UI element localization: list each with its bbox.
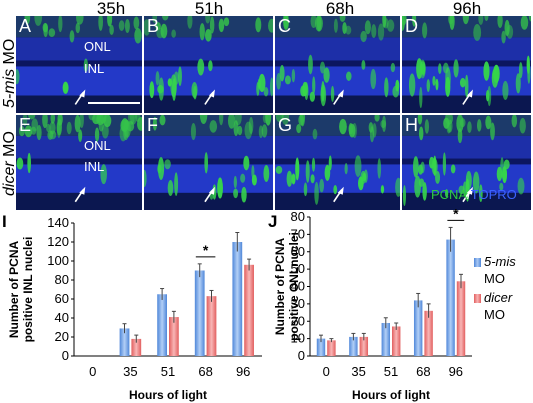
bar-5mis-68	[194, 270, 205, 356]
micrograph-panel-f: F	[144, 115, 273, 210]
bar-5mis-96	[232, 242, 243, 356]
bar-dicer-0	[327, 340, 336, 356]
micrograph-panel-b: B	[144, 16, 273, 113]
legend-label-5mis-mo: MO	[484, 271, 505, 286]
micrograph-panel-a: A ONL INL	[16, 16, 142, 113]
y-tick-label: 80	[55, 272, 69, 287]
bar-5mis-35	[349, 336, 358, 356]
layer-label-onl: ONL	[84, 39, 111, 55]
legend-label-dicer: dicer	[484, 290, 513, 305]
y-tick-label: 80	[291, 209, 305, 224]
stain-legend: PCNA/TOPRO	[431, 187, 517, 202]
x-tick-label: 0	[323, 364, 330, 379]
x-tick-label: 35	[351, 364, 365, 379]
x-axis-title: Hours of light	[352, 388, 430, 402]
panel-letter-g: G	[278, 115, 293, 135]
bar-dicer-96	[456, 281, 466, 356]
significance-star: *	[453, 208, 459, 221]
bar-5mis-51	[381, 322, 390, 356]
legend-label-dicer-mo: MO	[484, 307, 505, 322]
y-axis-title: Number of PCNApositive INL nuclei	[7, 237, 35, 343]
bar-dicer-51	[169, 317, 179, 356]
bar-5mis-0	[316, 338, 326, 356]
y-tick-label: 40	[55, 310, 69, 325]
chart-j: 0 10 20 30 40 50 60 70 80 0 35 51 68 96 * Hours of ligh…	[273, 208, 472, 402]
panel-letter-h: H	[405, 115, 418, 135]
chart-legend: 5-mis MO dicer MO	[474, 254, 533, 330]
x-tick-label: 35	[123, 364, 137, 379]
bar-dicer-68	[424, 310, 433, 356]
y-tick-label: 0	[62, 348, 69, 363]
x-tick-label: 51	[384, 364, 398, 379]
bar-dicer-68	[206, 296, 217, 356]
chart-i: 0 20 40 60 80 100 120 140 0 35 51 68 * 96 Hours of lig…	[7, 215, 262, 402]
x-tick-label: 96	[449, 364, 463, 379]
legend-label-5mis: 5-mis	[484, 254, 516, 269]
topro-label: TOPRO	[470, 187, 517, 202]
bar-dicer-96	[244, 264, 254, 356]
panel-letter-b: B	[147, 16, 160, 36]
layer-label-onl: ONL	[84, 137, 111, 153]
y-tick-label: 70	[291, 226, 305, 241]
micrograph-panel-h: H	[402, 115, 531, 210]
panel-letter-e: E	[19, 115, 32, 135]
bar-5mis-51	[157, 294, 167, 356]
legend-item-5mis: 5-mis MO	[474, 254, 533, 294]
x-tick-label: 96	[236, 364, 250, 379]
bar-5mis-96	[446, 239, 455, 356]
y-axis-title: Number of PCNApositive ONLnuclei	[273, 232, 301, 341]
bar-5mis-68	[413, 300, 423, 356]
x-tick-label: 51	[161, 364, 175, 379]
y-tick-label: 100	[47, 253, 69, 268]
y-tick-label: 50	[291, 261, 305, 276]
bar-dicer-35	[359, 336, 369, 356]
scale-bar	[88, 102, 140, 104]
x-tick-label: 68	[198, 364, 212, 379]
x-axis-title: Hours of light	[129, 388, 207, 402]
y-tick-label: 0	[298, 348, 305, 363]
legend-swatch-dicer	[474, 294, 481, 303]
micrograph-panel-c: C	[275, 16, 400, 113]
col-header-51h: 51h	[194, 0, 224, 18]
legend-swatch-5mis	[474, 258, 481, 267]
y-tick-label: 120	[47, 234, 69, 249]
panel-letter-c: C	[278, 16, 291, 36]
panel-letter-a: A	[19, 16, 32, 36]
panel-letter-j: J	[268, 212, 278, 231]
bar-dicer-51	[392, 326, 401, 356]
col-header-68h: 68h	[325, 0, 355, 18]
y-tick-label: 140	[47, 215, 69, 230]
stain-sep: /	[467, 187, 471, 202]
y-tick-label: 20	[291, 313, 305, 328]
bar-5mis-35	[119, 328, 130, 356]
y-tick-label: 10	[291, 331, 305, 346]
pcna-label: PCNA	[431, 187, 468, 202]
panel-letter-d: D	[405, 16, 418, 36]
layer-label-inl: INL	[84, 60, 105, 76]
y-tick-label: 20	[55, 329, 69, 344]
x-tick-label: 68	[416, 364, 430, 379]
y-tick-label: 40	[291, 279, 305, 294]
col-header-96h: 96h	[452, 0, 482, 18]
layer-label-inl: INL	[84, 158, 105, 174]
panel-letter-i: I	[2, 212, 7, 231]
y-tick-label: 60	[55, 291, 69, 306]
bar-dicer-35	[131, 338, 142, 356]
x-tick-label: 0	[89, 364, 96, 379]
y-tick-label: 60	[291, 244, 305, 259]
micrograph-panel-d: D	[402, 16, 531, 113]
micrograph-panel-e: E ONL INL	[16, 115, 142, 210]
micrograph-panel-g: G	[275, 115, 400, 210]
col-header-35h: 35h	[96, 0, 126, 18]
y-tick-label: 30	[291, 296, 305, 311]
significance-star: *	[203, 242, 209, 258]
legend-item-dicer: dicer MO	[474, 290, 533, 330]
panel-letter-f: F	[147, 115, 158, 135]
